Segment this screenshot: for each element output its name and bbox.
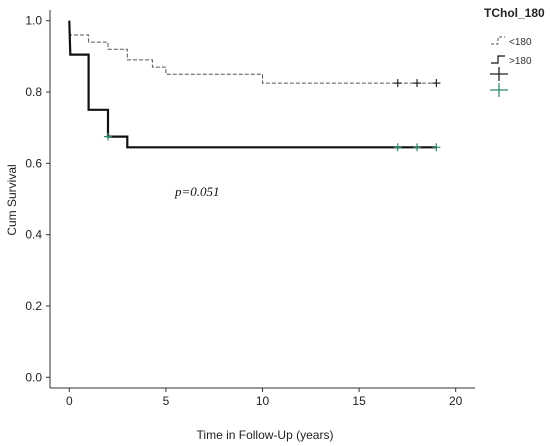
legend-title: TChol_180	[484, 6, 545, 20]
x-axis-label: Time in Follow-Up (years)	[197, 428, 334, 442]
axes: 0 5 10 15 20 0.0 0.2 0.4 0.6 0.8 1.0	[25, 10, 475, 408]
censor-marker	[432, 143, 441, 152]
p-value-annotation: p=0.051	[174, 184, 220, 199]
legend-entry-lt180: <180	[491, 36, 532, 48]
legend-censor-green-icon	[490, 83, 508, 97]
y-tick-label: 0.0	[25, 370, 42, 384]
y-tick-label: 0.6	[25, 156, 42, 170]
x-tick-label: 5	[163, 394, 170, 408]
censor-marker	[103, 132, 112, 141]
legend-entry-gt180: >180	[491, 55, 532, 67]
censor-marker	[393, 143, 402, 152]
survival-curve-lt180	[68, 20, 437, 84]
x-tick-label: 15	[352, 394, 366, 408]
survival-curve-gt180	[68, 20, 437, 149]
series-layer	[68, 20, 437, 149]
censor-marker	[432, 79, 441, 88]
censor-layer	[103, 79, 441, 152]
censor-marker	[413, 79, 422, 88]
censor-marker	[413, 143, 422, 152]
x-tick-label: 0	[66, 394, 73, 408]
censor-marker	[393, 79, 402, 88]
legend-solid-step-icon	[491, 55, 505, 64]
y-tick-label: 0.8	[25, 85, 42, 99]
legend-label: >180	[509, 56, 532, 67]
y-tick-label: 1.0	[25, 14, 42, 28]
y-tick-label: 0.4	[25, 228, 42, 242]
x-tick-label: 10	[256, 394, 270, 408]
legend-dashed-step-icon	[491, 36, 505, 45]
legend-label: <180	[509, 37, 532, 48]
x-tick-label: 20	[449, 394, 463, 408]
y-axis-label: Cum Survival	[5, 164, 19, 235]
y-tick-label: 0.2	[25, 299, 42, 313]
legend-censor-dark-icon	[490, 67, 508, 81]
legend: TChol_180 <180 >180	[484, 6, 545, 97]
